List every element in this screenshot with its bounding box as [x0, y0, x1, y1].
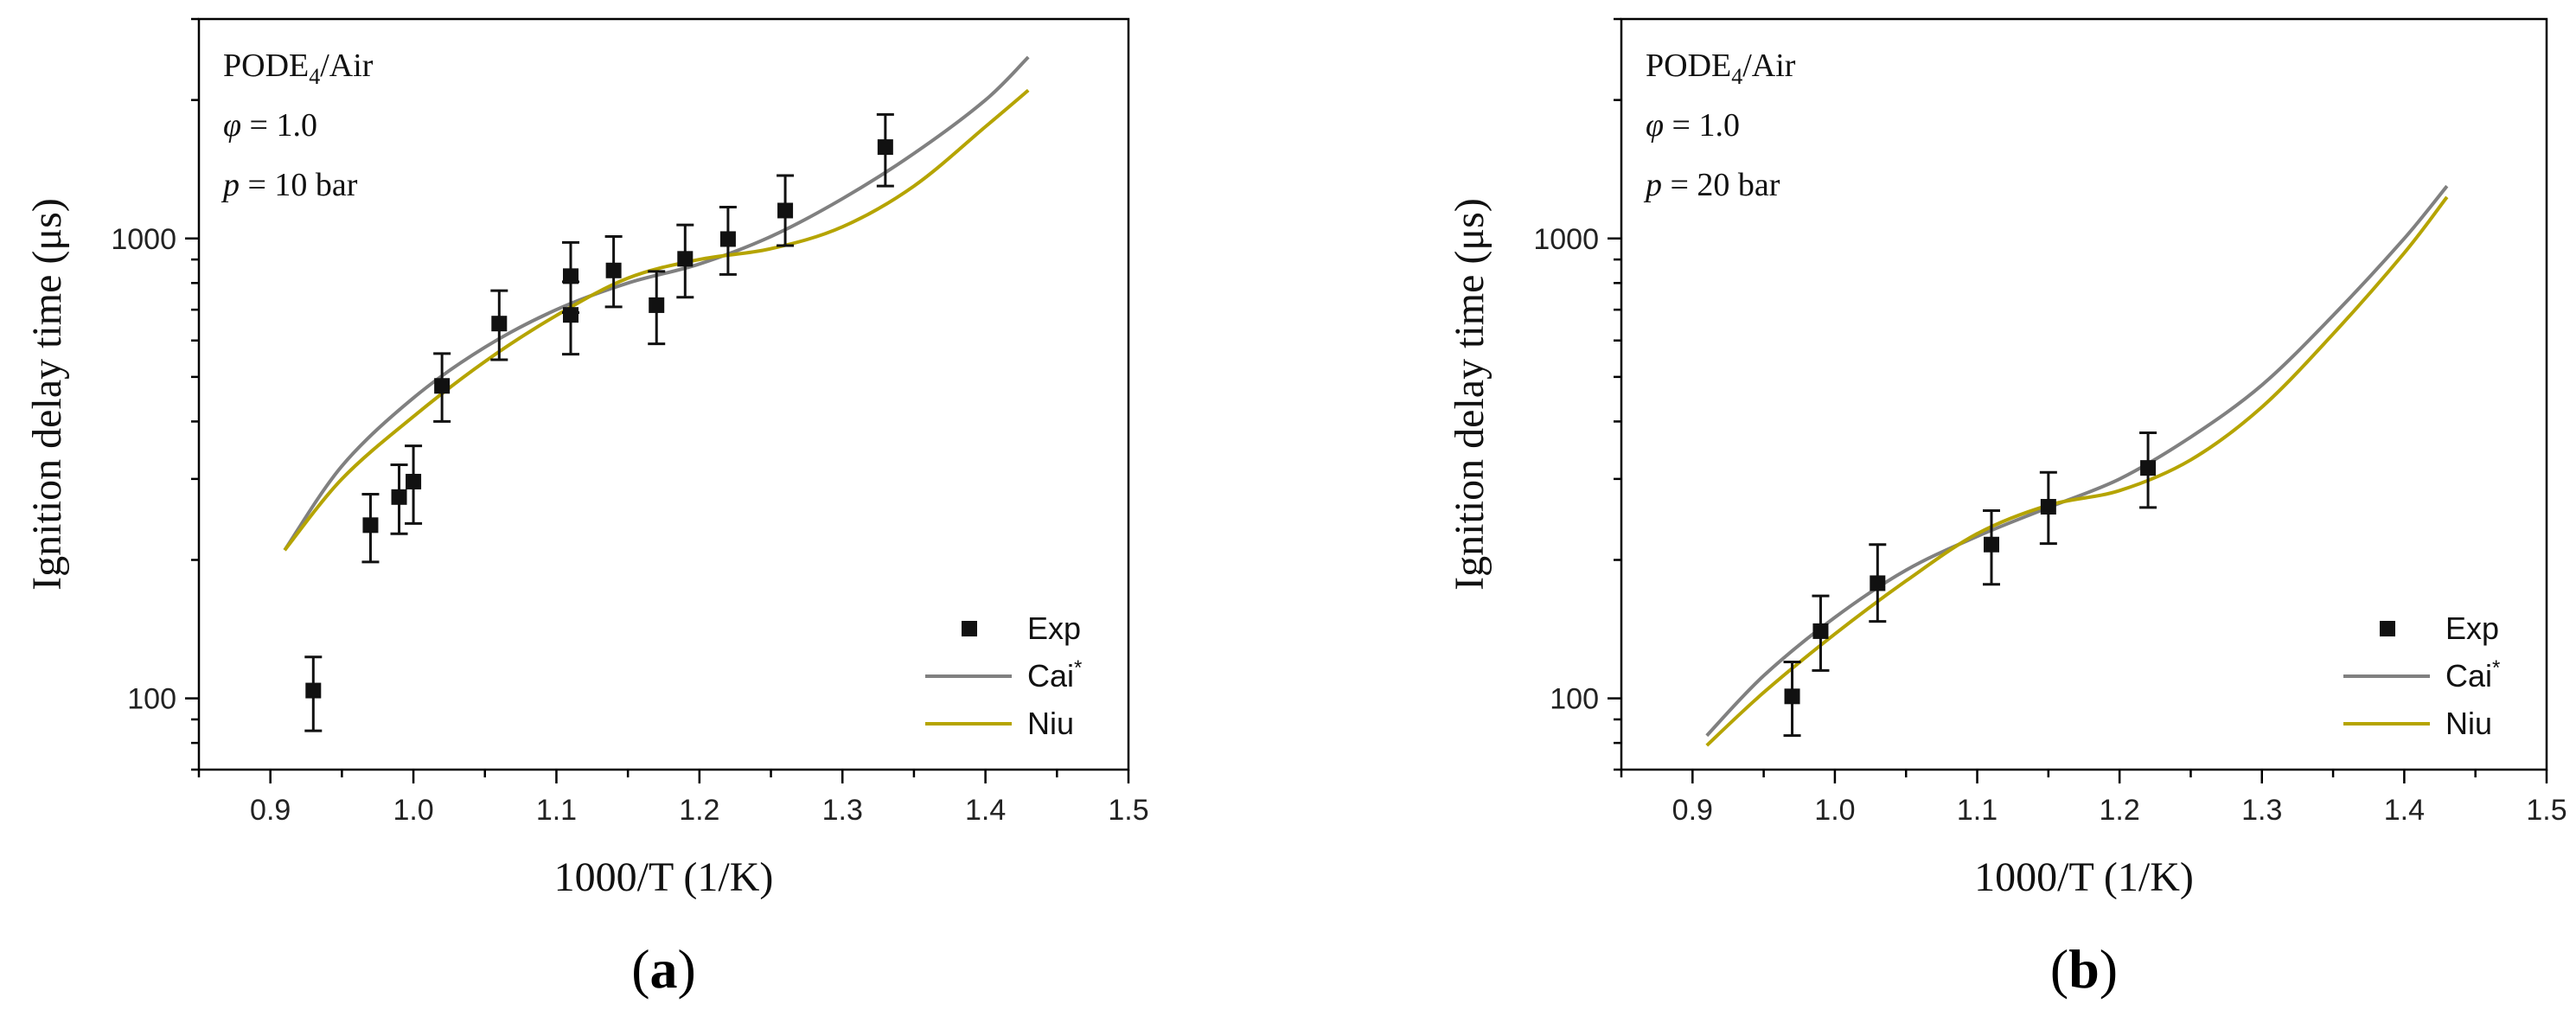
data-point — [1870, 575, 1886, 591]
y-tick-label: 1000 — [1533, 223, 1599, 256]
phi-symbol: φ — [223, 107, 241, 144]
plot-area — [283, 55, 1030, 732]
x-tick-label: 1.5 — [1108, 794, 1148, 827]
x-tick-label: 0.9 — [250, 794, 291, 827]
x-tick-label: 1.2 — [679, 794, 719, 827]
equivalence-ratio-label: φ = 1.0 — [1646, 107, 1740, 144]
x-tick-label: 0.9 — [1672, 794, 1713, 827]
x-tick-label: 1.0 — [393, 794, 433, 827]
y-tick-label: 100 — [127, 683, 176, 716]
mixture-base: PODE — [223, 48, 309, 84]
panel-label-open-paren: ( — [631, 938, 649, 1000]
data-point — [649, 297, 665, 313]
data-point — [563, 268, 578, 284]
legend: Exp Cai* Niu — [925, 610, 1082, 741]
legend-label: Cai* — [1027, 656, 1082, 694]
x-axis-title: 1000/T (1/K) — [554, 854, 774, 900]
x-tick-label: 1.4 — [2384, 794, 2425, 827]
legend: Exp Cai* Niu — [2343, 610, 2500, 741]
mixture-label: PODE4/Air — [223, 48, 374, 89]
plot-area — [1705, 184, 2449, 747]
x-tick-label: 1.0 — [1814, 794, 1855, 827]
legend-label: Niu — [1027, 706, 1074, 741]
p-symbol: p — [221, 167, 240, 203]
phi-value: = 1.0 — [241, 107, 317, 144]
panel-label-close-paren: ) — [678, 938, 696, 1000]
legend-label-superscript: * — [2492, 656, 2500, 680]
legend-label-text: Niu — [1027, 706, 1074, 741]
mixture-rest: /Air — [320, 48, 374, 84]
series-line-niu — [1705, 195, 2449, 747]
legend-label-text: Niu — [2445, 706, 2492, 741]
data-point — [2140, 460, 2157, 476]
y-axis-title: Ignition delay time (μs) — [24, 198, 70, 591]
data-point — [563, 307, 578, 323]
x-tick-label: 1.3 — [822, 794, 863, 827]
mixture-subscript: 4 — [1731, 64, 1742, 89]
legend-label: Exp — [2445, 610, 2499, 646]
data-point — [677, 251, 694, 267]
legend-marker-exp — [962, 621, 977, 636]
x-tick-label: 1.2 — [2100, 794, 2140, 827]
chart-panel-b: 0.9 1.0 1.1 1.2 1.3 1.4 1.5 100 1000 1000/T (1/K)… — [1447, 17, 2567, 1000]
panel-label-letter: b — [2068, 938, 2100, 1000]
series-line-cai — [283, 55, 1030, 552]
data-point — [491, 316, 508, 332]
legend-label-text: Exp — [1027, 610, 1081, 646]
mixture-rest: /Air — [1742, 48, 1796, 84]
series-line-cai — [1705, 184, 2449, 738]
data-point — [877, 139, 893, 156]
legend-label-text: Exp — [2445, 610, 2499, 646]
data-point — [1784, 688, 1800, 705]
legend-marker-exp — [2380, 621, 2395, 636]
data-point — [2040, 499, 2056, 515]
p-value: = 10 bar — [240, 167, 358, 203]
mixture-subscript: 4 — [309, 64, 320, 89]
legend-label: Exp — [1027, 610, 1081, 646]
panel-label-close-paren: ) — [2100, 938, 2118, 1000]
p-symbol: p — [1643, 167, 1662, 203]
data-point — [777, 202, 794, 219]
legend-label-text: Cai — [1027, 658, 1074, 694]
p-value: = 20 bar — [1662, 167, 1780, 203]
data-point — [1984, 536, 1999, 553]
data-point — [719, 231, 736, 247]
data-point — [362, 517, 379, 534]
legend-label-text: Cai — [2445, 658, 2492, 694]
chart-panel-a: 0.9 1.0 1.1 1.2 1.3 1.4 1.5 100 1000 1000/T (1/K)… — [24, 17, 1149, 1000]
data-point — [391, 489, 407, 505]
mixture-base: PODE — [1646, 48, 1731, 84]
data-point — [605, 262, 622, 278]
data-point — [1812, 623, 1829, 639]
panel-label: (a) — [631, 938, 696, 1000]
legend-label-superscript: * — [1074, 656, 1082, 680]
panel-label-letter: a — [650, 938, 678, 1000]
x-tick-label: 1.1 — [1957, 794, 1998, 827]
x-tick-label: 1.3 — [2241, 794, 2282, 827]
x-tick-label: 1.1 — [536, 794, 577, 827]
phi-symbol: φ — [1646, 107, 1664, 144]
series-line-niu — [283, 88, 1030, 552]
y-tick-label: 1000 — [111, 223, 176, 256]
x-axis-title: 1000/T (1/K) — [1974, 854, 2194, 900]
x-tick-label: 1.5 — [2526, 794, 2566, 827]
x-tick-label: 1.4 — [965, 794, 1006, 827]
phi-value: = 1.0 — [1664, 107, 1740, 144]
panel-label: (b) — [2050, 938, 2118, 1000]
legend-label: Niu — [2445, 706, 2492, 741]
legend-label: Cai* — [2445, 656, 2500, 694]
data-point — [406, 473, 422, 489]
y-axis-title: Ignition delay time (μs) — [1447, 198, 1493, 591]
mixture-label: PODE4/Air — [1646, 48, 1796, 89]
equivalence-ratio-label: φ = 1.0 — [223, 107, 317, 144]
pressure-label: p = 20 bar — [1643, 167, 1780, 203]
y-tick-label: 100 — [1550, 683, 1599, 716]
data-point — [305, 682, 322, 699]
plot-frame — [1620, 17, 2548, 771]
pressure-label: p = 10 bar — [221, 167, 358, 203]
data-point — [434, 378, 451, 394]
plot-frame — [197, 17, 1130, 771]
panel-label-open-paren: ( — [2050, 938, 2068, 1000]
